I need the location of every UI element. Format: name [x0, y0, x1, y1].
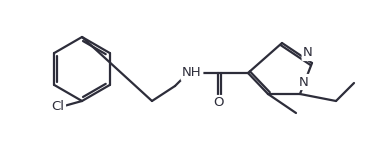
Text: N: N — [299, 76, 309, 88]
Text: NH: NH — [182, 66, 202, 79]
Text: N: N — [303, 47, 313, 59]
Text: O: O — [213, 96, 223, 109]
Text: Cl: Cl — [52, 100, 65, 112]
